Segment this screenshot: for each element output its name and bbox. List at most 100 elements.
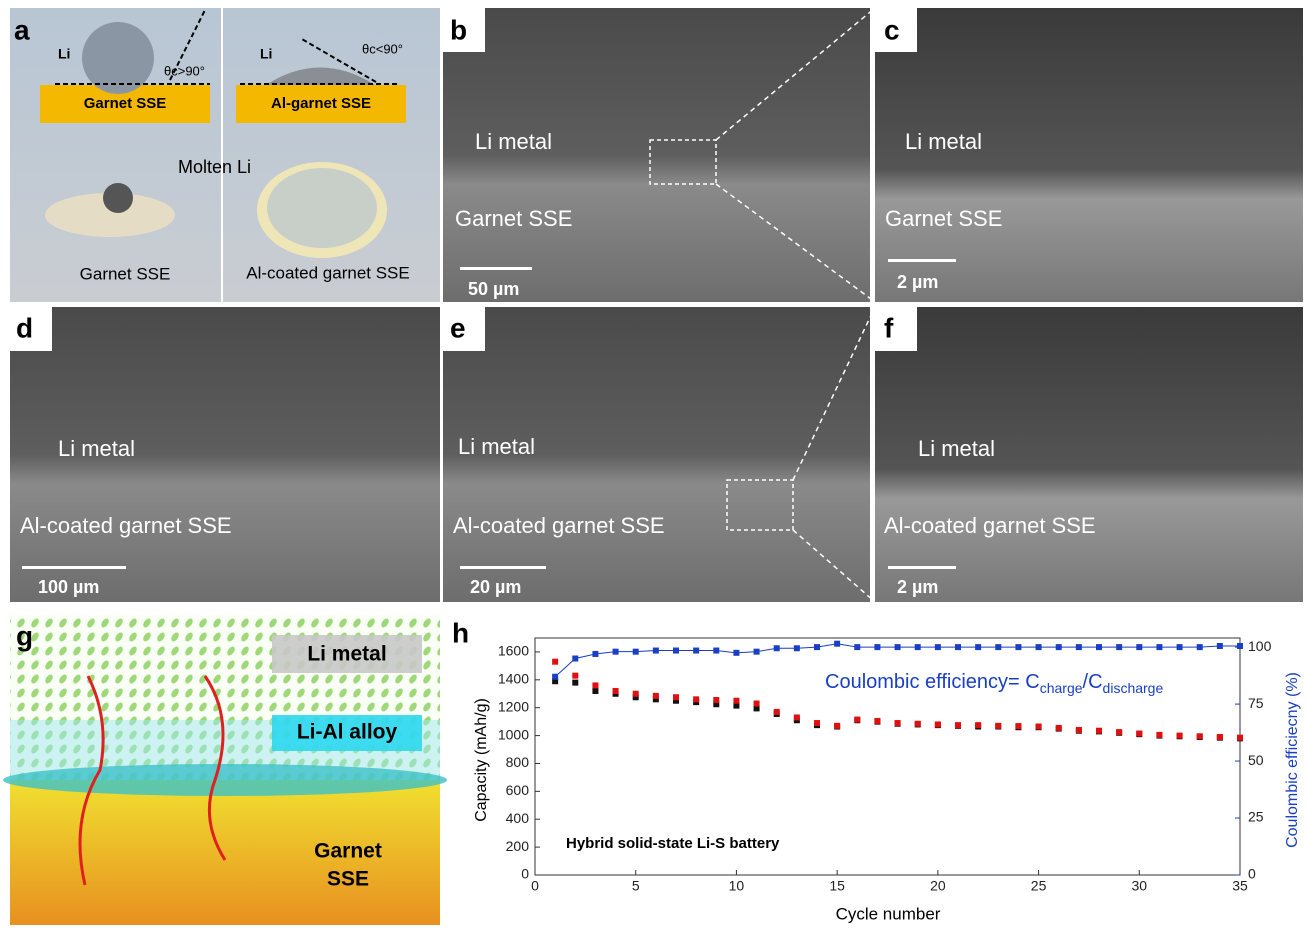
label: Li [260,46,272,62]
x-tick-label: 15 [829,878,845,894]
x-tick-label: 10 [729,878,745,894]
panel-label: e [450,312,466,343]
equation-text: Coulombic efficiency= C [825,671,1040,693]
y2-axis-title: Coulombic efficiecny (%) [1284,672,1301,848]
scale-label: 20 µm [470,577,521,597]
y-axis-title: Capacity (mAh/g) [473,698,490,822]
data-point [955,644,961,650]
scale-bar [460,267,532,270]
data-point [552,674,558,680]
label: Li metal [307,643,386,666]
scale-label: 100 µm [38,577,99,597]
label: Molten Li [178,157,251,177]
data-point [1217,643,1223,649]
label: Al-coated garnet SSE [246,263,409,282]
y-tick-label: 1000 [498,726,529,742]
data-point [673,648,679,654]
data-point [653,648,659,654]
equation: Coulombic efficiency= Ccharge/Cdischarge [825,671,1163,695]
label: Li [58,46,70,62]
panel-g: g Li metal Li-Al alloy Garnet SSE [3,615,447,925]
data-point [814,644,820,650]
data-point [733,650,739,656]
data-point [794,714,800,720]
label: Li metal [905,129,982,154]
data-point [1076,727,1082,733]
label: θc<90° [362,41,403,56]
label: Garnet SSE [455,206,572,231]
data-point [955,722,961,728]
data-point [592,682,598,688]
data-point [1116,729,1122,735]
data-point [895,720,901,726]
data-point [854,717,860,723]
panel-label: b [450,14,467,45]
data-point [754,701,760,707]
scale-bar [888,566,956,569]
panel-label: g [16,620,33,651]
x-axis-title: Cycle number [836,904,941,923]
data-point [814,720,820,726]
x-tick-label: 20 [930,878,946,894]
li-layer [267,168,377,248]
label: Garnet [314,840,382,863]
data-point [935,721,941,727]
data-point [1136,644,1142,650]
data-point [935,644,941,650]
figure: a Li θc>90° Garnet SSE Li θc<90° Al-garn… [0,0,1307,927]
panel-h: h Cycle number Capacity (mAh/g) Coulombi… [452,617,1301,923]
label: Garnet SSE [885,206,1002,231]
panel-label: f [884,312,894,343]
data-point [915,721,921,727]
label: Li metal [58,436,135,461]
data-point [733,698,739,704]
data-point [613,649,619,655]
scale-label: 50 µm [468,279,519,299]
data-point [995,723,1001,729]
annotation: Hybrid solid-state Li-S battery [566,835,780,852]
data-point [613,688,619,694]
data-point [995,644,1001,650]
data-point [874,644,880,650]
data-point [1156,732,1162,738]
data-point [975,644,981,650]
scale-label: 2 µm [897,272,938,292]
label: Garnet SSE [80,264,171,283]
x-tick-label: 30 [1131,878,1147,894]
sem-image [443,8,870,302]
data-point [874,718,880,724]
equation-text: /C [1083,671,1103,693]
label: SSE [327,868,369,891]
data-point [1076,644,1082,650]
label-box [875,307,917,351]
data-point [633,691,639,697]
data-point [713,697,719,703]
data-point [693,648,699,654]
scale-label: 2 µm [897,577,938,597]
data-point [552,659,558,665]
y-tick-label: 200 [506,838,530,854]
y-tick-label: 800 [506,754,530,770]
panel-label: a [14,14,30,45]
data-point [1015,723,1021,729]
scale-bar [888,259,956,262]
sem-image [875,8,1303,302]
data-point [673,694,679,700]
y-tick-label: 1200 [498,698,529,714]
data-point [1237,643,1243,649]
data-point [915,644,921,650]
equation-sub: charge [1040,680,1083,696]
x-tick-label: 25 [1031,878,1047,894]
equation-sub: discharge [1103,680,1164,696]
interface [3,764,447,796]
label: Al-garnet SSE [271,95,371,112]
panel-d: d Li metal Al-coated garnet SSE 100 µm [10,307,440,602]
data-point [1217,734,1223,740]
label: θc>90° [164,63,205,78]
y2-tick-label: 25 [1248,809,1264,825]
y2-tick-label: 75 [1248,695,1264,711]
data-point [774,645,780,651]
data-point [1197,644,1203,650]
y-tick-label: 1400 [498,671,529,687]
panel-e: e Li metal Al-coated garnet SSE 20 µm [443,307,875,602]
